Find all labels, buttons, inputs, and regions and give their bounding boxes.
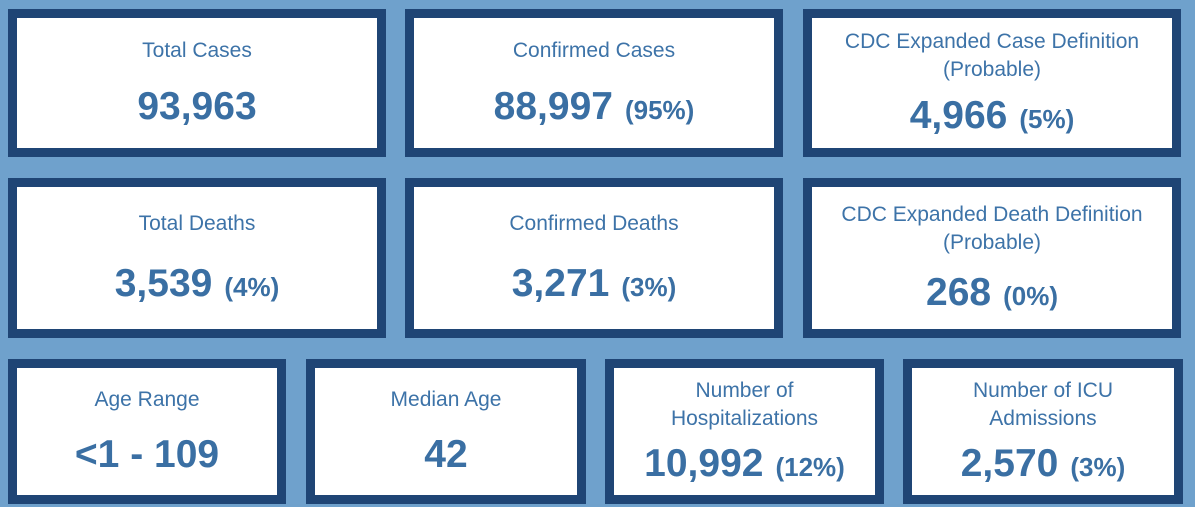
card-value: 2,570 (960, 442, 1059, 485)
probable-cases-card: CDC Expanded Case Definition (Probable) … (803, 9, 1181, 157)
card-title-line1: CDC Expanded Case Definition (844, 30, 1140, 53)
confirmed-cases-card: Confirmed Cases 88,997 (95%) (405, 9, 783, 157)
value-row: 10,992 (12%) (644, 442, 845, 486)
card-value: 268 (926, 271, 992, 314)
card-value: 93,963 (137, 84, 257, 128)
card-percent: (0%) (1003, 281, 1058, 311)
card-percent: (3%) (621, 271, 677, 302)
card-title-line1: CDC Expanded Death Definition (841, 203, 1143, 226)
card-value: 3,539 (114, 261, 213, 305)
card-value: <1 - 109 (74, 432, 220, 476)
card-title: Confirmed Deaths (509, 212, 679, 236)
card-value: 88,997 (493, 84, 613, 128)
card-title: Median Age (390, 388, 502, 412)
card-percent: (12%) (775, 452, 845, 482)
card-percent: (95%) (624, 94, 695, 125)
card-title-line2: (Probable) (942, 231, 1042, 254)
card-title: Confirmed Cases (512, 39, 676, 63)
value-row: 268 (0%) (926, 271, 1058, 315)
value-row: 2,570 (3%) (961, 442, 1126, 486)
card-title: Number of ICU Admissions (973, 377, 1113, 433)
total-cases-card: Total Cases 93,963 (8, 9, 386, 157)
card-percent: (4%) (224, 271, 280, 302)
value-row: 93,963 (137, 85, 256, 129)
value-row: <1 - 109 (75, 433, 219, 477)
card-percent: (5%) (1019, 104, 1075, 134)
value-row: 42 (424, 433, 467, 477)
hospitalizations-card: Number of Hospitalizations 10,992 (12%) (605, 359, 884, 504)
card-value: 42 (424, 432, 468, 476)
card-title-line2: (Probable) (942, 58, 1042, 81)
card-title-line1: Number of ICU (972, 379, 1114, 402)
age-range-card: Age Range <1 - 109 (8, 359, 286, 504)
confirmed-deaths-card: Confirmed Deaths 3,271 (3%) (405, 178, 783, 338)
card-title: Number of Hospitalizations (671, 377, 818, 433)
card-title: Total Deaths (138, 212, 256, 236)
value-row: 3,271 (3%) (512, 262, 677, 306)
card-value: 4,966 (909, 94, 1008, 137)
value-row: 88,997 (95%) (494, 85, 695, 129)
card-title: CDC Expanded Death Definition (Probable) (841, 201, 1142, 257)
card-value: 10,992 (644, 442, 764, 485)
value-row: 3,539 (4%) (115, 262, 280, 306)
total-deaths-card: Total Deaths 3,539 (4%) (8, 178, 386, 338)
median-age-card: Median Age 42 (306, 359, 586, 504)
icu-admissions-card: Number of ICU Admissions 2,570 (3%) (903, 359, 1183, 504)
card-title-line2: Admissions (989, 407, 1097, 430)
card-title: CDC Expanded Case Definition (Probable) (845, 28, 1139, 84)
card-title: Age Range (94, 388, 200, 412)
card-value: 3,271 (511, 261, 610, 305)
value-row: 4,966 (5%) (910, 94, 1075, 138)
card-title-line2: Hospitalizations (670, 407, 819, 430)
card-title: Total Cases (142, 39, 252, 63)
card-percent: (3%) (1070, 452, 1126, 482)
card-title-line1: Number of (695, 379, 794, 402)
probable-deaths-card: CDC Expanded Death Definition (Probable)… (803, 178, 1181, 338)
